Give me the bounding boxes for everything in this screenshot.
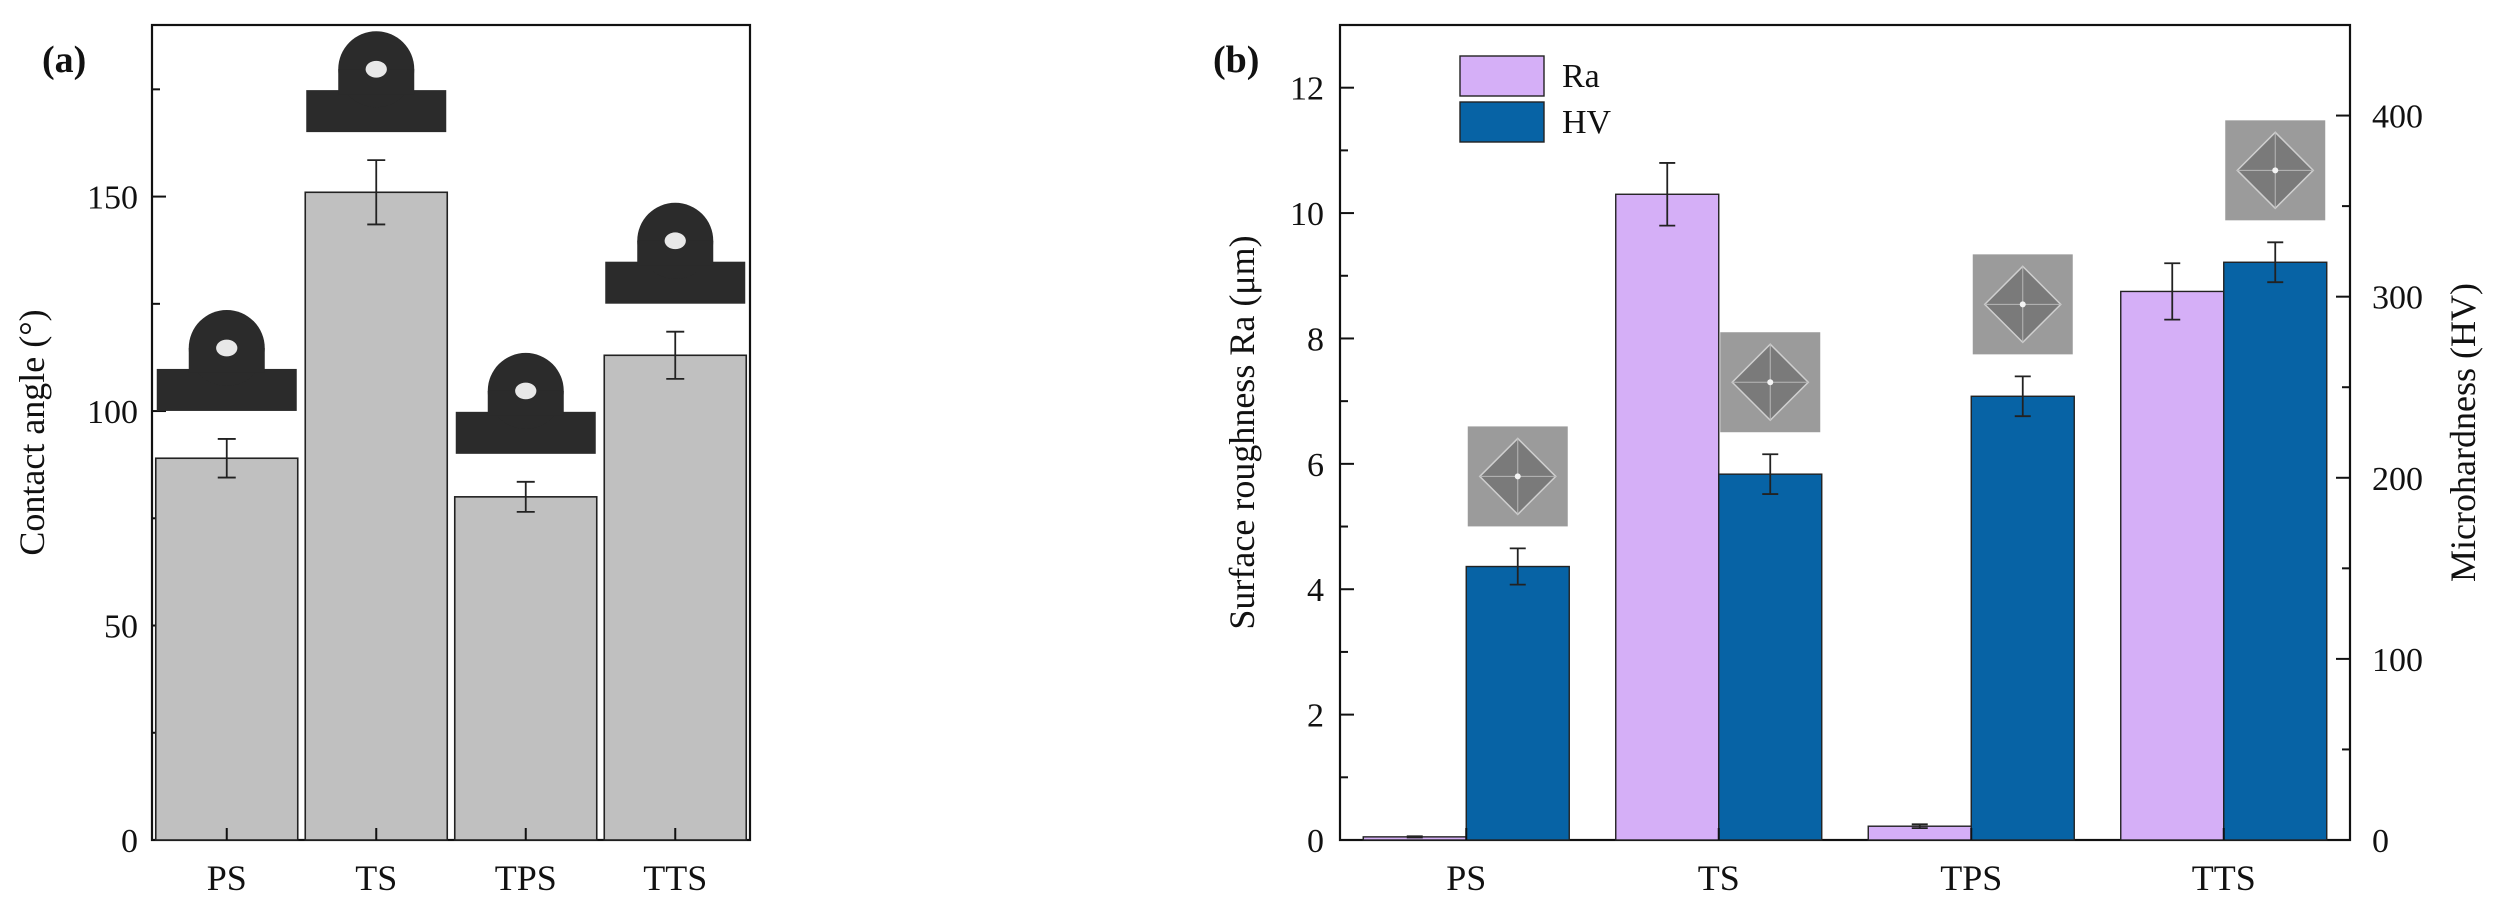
y-tick-label: 150 [87,180,138,217]
y-left-tick-label: 10 [1290,196,1324,233]
bar-tts [603,354,748,841]
bar-ra-tts [2120,290,2225,841]
error-bar-ra-tts [2164,262,2181,321]
error-bar-ps [217,438,236,479]
droplet-image-tts [605,202,746,304]
y-tick-label: 0 [121,823,138,860]
x-tick-label: PS [207,858,247,898]
x-tick-label: TS [355,858,397,898]
droplet-image-ps [156,310,297,411]
indent-image-ps [1467,426,1568,527]
droplet-image-ts [306,31,447,133]
y-left-tick-label: 12 [1290,71,1324,108]
y-tick-label: 50 [104,609,138,646]
y-axis-label: Contact angle (°) [12,309,52,555]
legend-swatch-hv [1459,101,1545,143]
error-bar-hv-ts [1762,453,1779,495]
x-tick-label: TPS [1940,858,2002,898]
x-tick-label: TPS [495,858,557,898]
error-bar-hv-tts [2267,241,2284,284]
error-bar-tts [666,330,685,380]
y-left-tick-label: 0 [1307,823,1324,860]
x-tick-label: TTS [643,858,707,898]
bar-hv-tps [1970,395,2075,841]
legend: Ra HV [1459,55,1612,143]
y-right-axis-label: Microhardness (HV) [2443,283,2483,582]
y-left-tick-label: 6 [1307,447,1324,484]
bar-ra-ts [1615,193,1720,841]
indent-image-ts [1720,332,1821,433]
x-tick-label: PS [1446,858,1486,898]
panel-label: (a) [42,39,86,81]
error-bar-ra-ps [1406,835,1423,839]
bar-ps [154,457,299,841]
panel-a: (a) 0 50 100 150 Contact angle (°) PS TS TPS TTS [12,23,752,898]
legend-swatch-ra [1459,55,1545,97]
bar-hv-ps [1465,565,1570,841]
y-left-tick-label: 4 [1307,572,1324,609]
plot-frame [150,23,752,842]
y-left-tick-label: 2 [1307,698,1324,735]
plot-frame [1338,23,2352,842]
bar-hv-ts [1718,473,1823,841]
panel-b: (b) 0 2 4 6 8 10 12 0 100 200 300 400 Surface roughne… [1213,23,2483,898]
error-bar-ra-ts [1659,162,1676,227]
bar-tps [453,496,598,841]
y-right-tick-label: 100 [2372,642,2423,679]
indent-image-tps [1972,254,2073,355]
y-right-tick-label: 300 [2372,280,2423,317]
legend-label-hv: HV [1562,104,1612,141]
indent-image-tts [2225,120,2326,221]
error-bar-tps [516,480,535,513]
y-right-tick-label: 400 [2372,99,2423,136]
error-bar-ra-tps [1911,823,1928,829]
x-tick-label: TS [1698,858,1740,898]
bar-hv-tts [2223,261,2328,841]
panel-label: (b) [1213,39,1259,81]
droplet-image-tps [455,352,596,454]
y-right-tick-label: 0 [2372,823,2389,860]
legend-label-ra: Ra [1562,58,1600,95]
x-tick-label: TTS [2192,858,2256,898]
error-bar-ts [367,159,386,226]
y-tick-label: 100 [87,394,138,431]
y-right-tick-label: 200 [2372,461,2423,498]
y-left-axis-label: Surface roughness Ra (μm) [1222,235,1262,629]
y-left-tick-label: 8 [1307,321,1324,358]
bar-ts [304,191,449,841]
error-bar-hv-tps [2014,375,2031,418]
error-bar-hv-ps [1509,547,1526,586]
